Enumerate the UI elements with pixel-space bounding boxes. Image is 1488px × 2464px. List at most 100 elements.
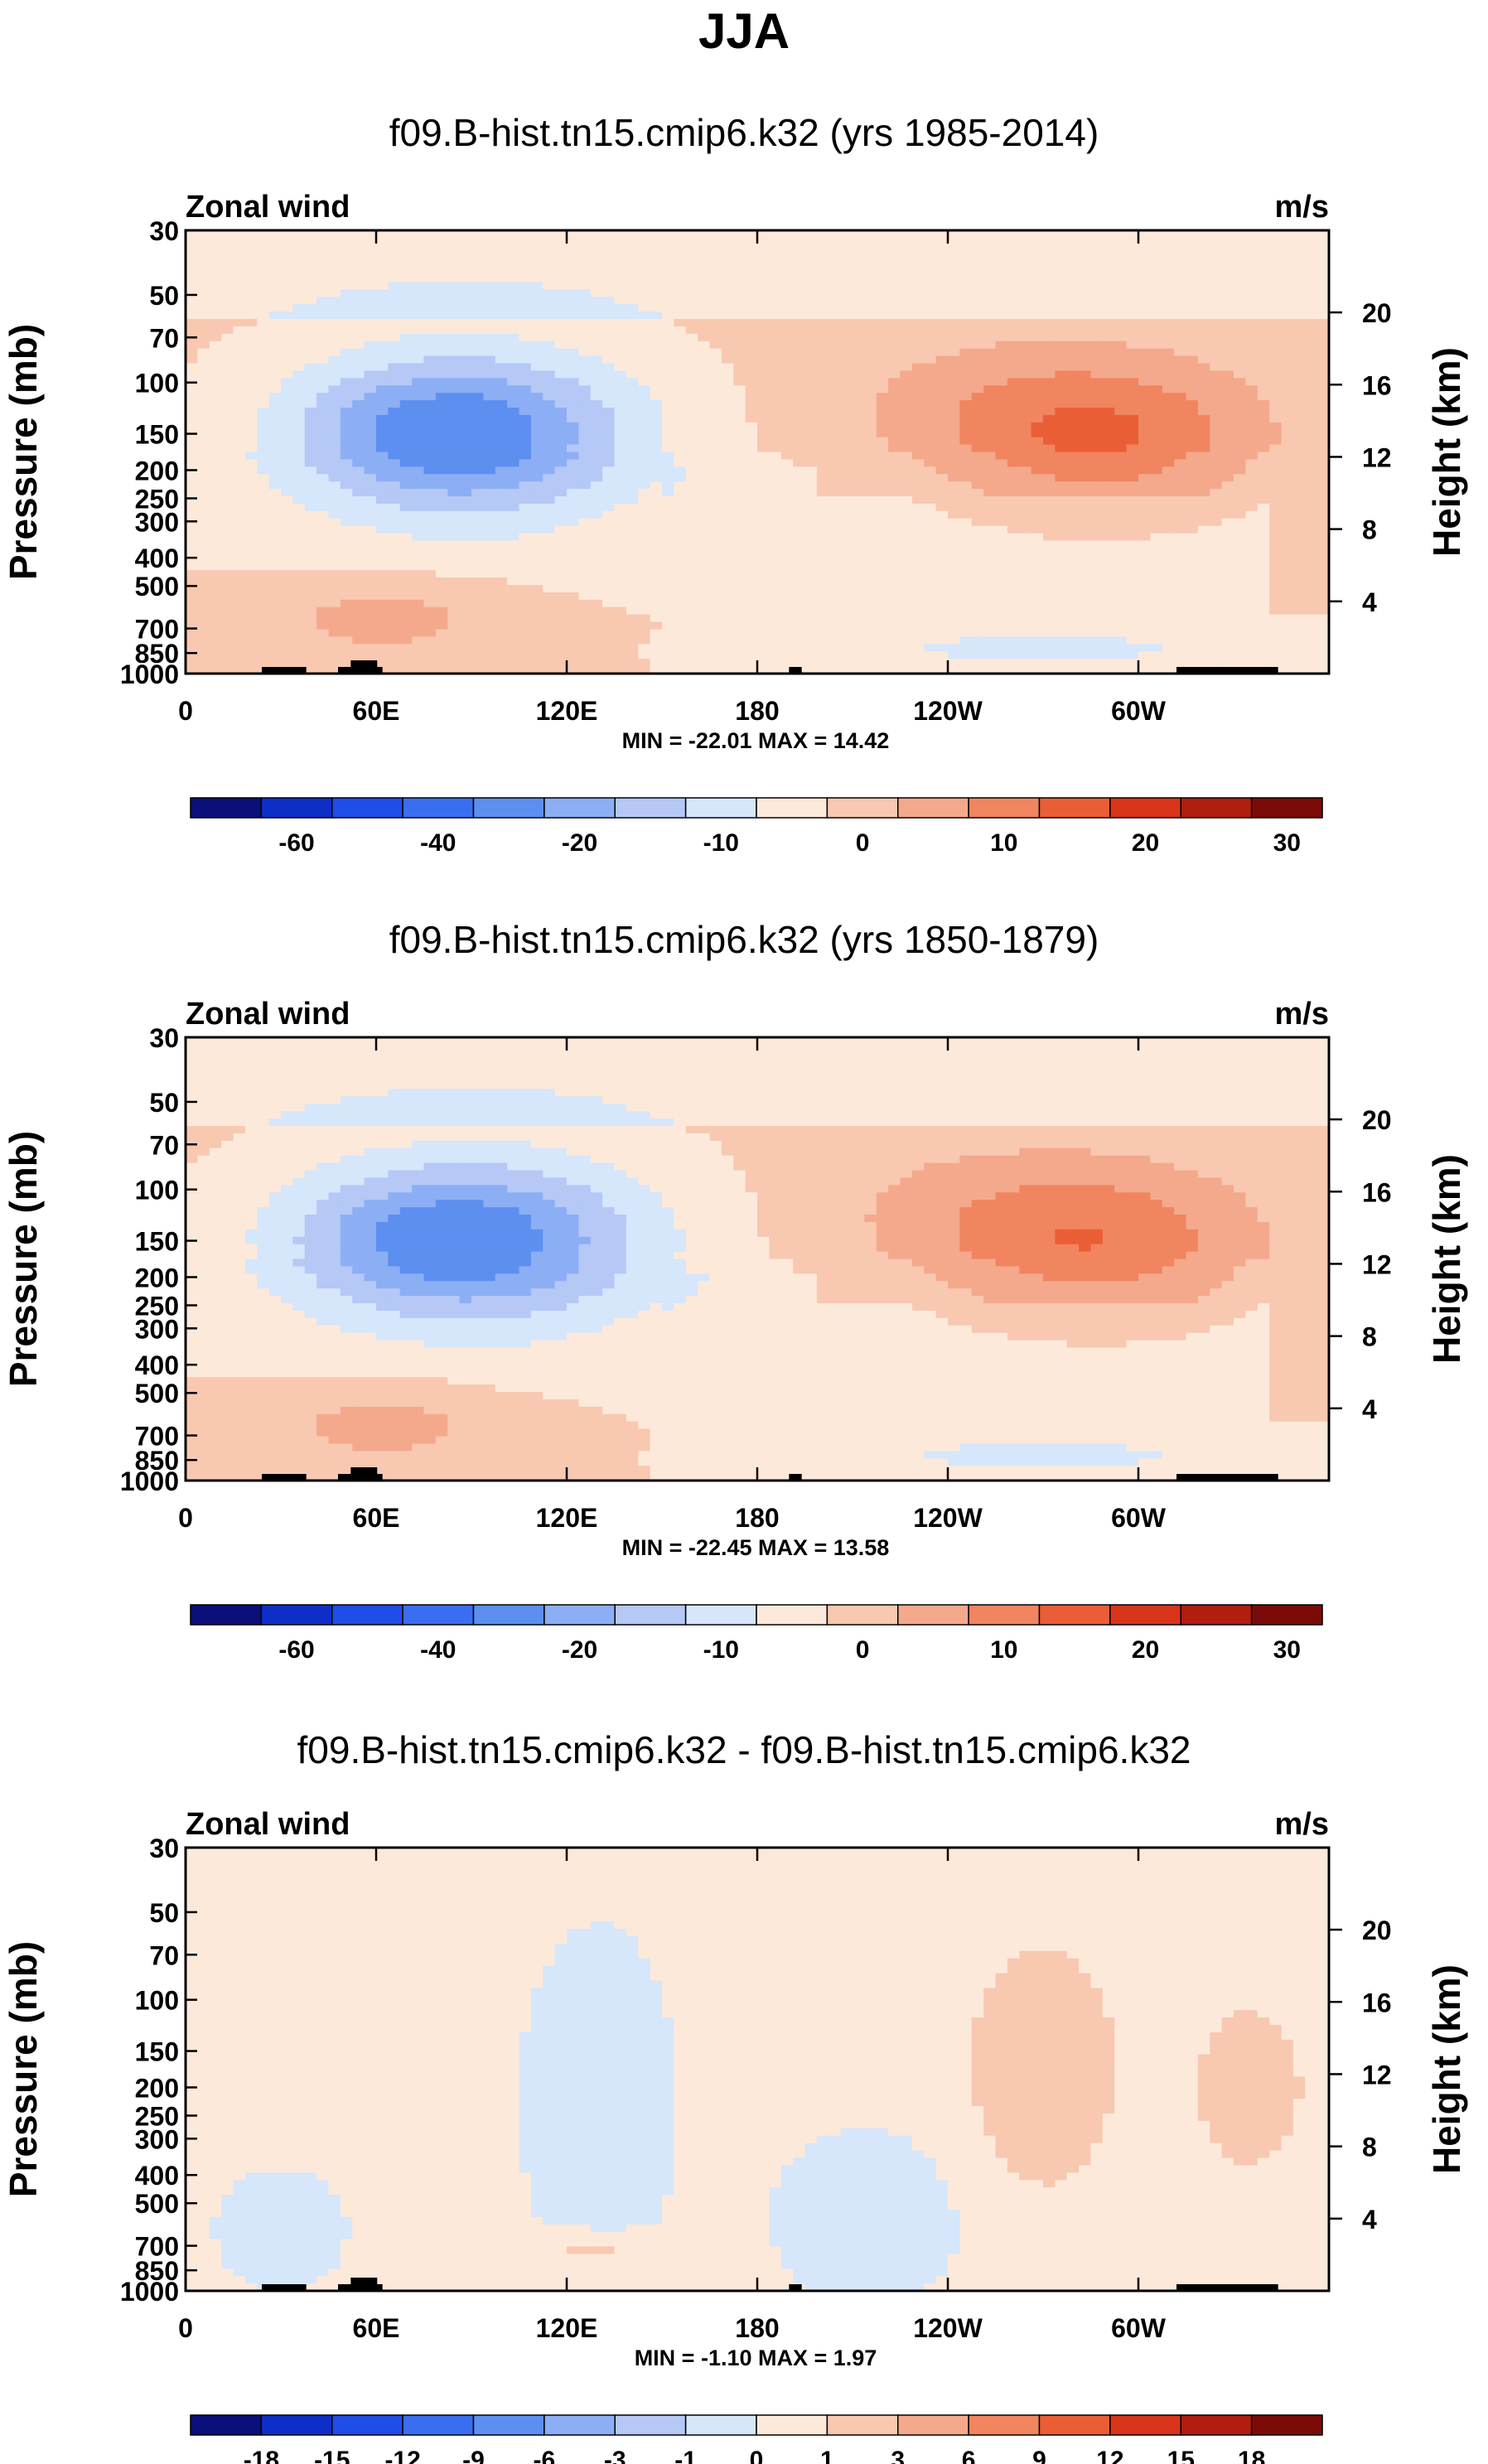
heatmap-cell xyxy=(590,363,603,372)
heatmap-cell xyxy=(638,437,651,446)
heatmap-cell xyxy=(459,393,472,401)
heatmap-cell xyxy=(614,466,627,475)
heatmap-cell xyxy=(519,636,532,645)
heatmap-cell xyxy=(328,274,341,283)
heatmap-cell xyxy=(780,533,794,542)
heatmap-cell xyxy=(793,466,806,475)
heatmap-cell xyxy=(709,481,722,490)
heatmap-cell xyxy=(281,444,293,453)
heatmap-cell xyxy=(685,585,698,593)
heatmap-cell xyxy=(340,267,353,276)
heatmap-cell xyxy=(519,466,532,475)
heatmap-cell xyxy=(1102,614,1115,623)
heatmap-cell xyxy=(340,510,353,519)
heatmap-cell xyxy=(769,614,782,623)
heatmap-cell xyxy=(983,244,997,254)
heatmap-cell xyxy=(709,437,722,446)
heatmap-cell xyxy=(638,348,651,357)
heatmap-cell xyxy=(638,614,651,623)
heatmap-cell xyxy=(507,400,520,408)
heatmap-cell xyxy=(1007,466,1020,475)
heatmap-cell xyxy=(483,355,496,365)
heatmap-cell xyxy=(626,282,639,290)
heatmap-cell xyxy=(829,370,842,379)
heatmap-cell xyxy=(1138,400,1151,408)
heatmap-cell xyxy=(971,333,984,342)
heatmap-cell xyxy=(567,621,579,630)
heatmap-cell xyxy=(352,518,365,527)
heatmap-cell xyxy=(590,533,603,542)
heatmap-cell xyxy=(626,518,639,527)
heatmap-cell xyxy=(840,282,853,290)
heatmap-cell xyxy=(471,481,484,490)
heatmap-cell xyxy=(1055,459,1068,467)
heatmap-cell xyxy=(1150,629,1163,638)
heatmap-cell xyxy=(709,570,722,578)
heatmap-cell xyxy=(459,548,472,556)
heatmap-cell xyxy=(1162,348,1175,357)
heatmap-cell xyxy=(328,341,341,350)
heatmap-cell xyxy=(1019,282,1032,290)
heatmap-cell xyxy=(948,496,960,505)
heatmap-cell xyxy=(983,400,997,408)
heatmap-cell xyxy=(233,348,246,357)
heatmap-cell xyxy=(674,452,687,461)
heatmap-cell xyxy=(543,481,556,490)
heatmap-cell xyxy=(853,297,865,305)
heatmap-cell xyxy=(1114,400,1128,408)
heatmap-cell xyxy=(911,599,925,608)
heatmap-cell xyxy=(995,444,1008,453)
heatmap-cell xyxy=(995,289,1008,297)
heatmap-cell xyxy=(316,267,330,276)
heatmap-cell xyxy=(530,444,544,453)
heatmap-cell xyxy=(507,326,520,335)
heatmap-cell xyxy=(316,540,330,549)
heatmap-cell xyxy=(507,244,520,254)
heatmap-cell xyxy=(995,518,1008,527)
heatmap-cell xyxy=(1162,606,1175,616)
heatmap-cell xyxy=(186,326,198,335)
heatmap-cell xyxy=(1138,466,1151,475)
heatmap-cell xyxy=(614,592,627,601)
heatmap-cell xyxy=(983,429,997,438)
heatmap-cell xyxy=(924,400,937,408)
heatmap-cell xyxy=(221,312,234,320)
heatmap-cell xyxy=(840,355,853,365)
heatmap-cell xyxy=(364,644,377,652)
heatmap-cell xyxy=(853,230,865,239)
heatmap-cell xyxy=(911,474,925,482)
heatmap-cell xyxy=(483,297,496,305)
heatmap-cell xyxy=(888,408,901,416)
heatmap-cell xyxy=(233,474,246,482)
heatmap-cell xyxy=(233,570,246,578)
heatmap-cell xyxy=(423,274,437,283)
heatmap-cell xyxy=(721,259,734,268)
heatmap-cell xyxy=(447,312,461,320)
heatmap-cell xyxy=(662,267,674,276)
heatmap-cell xyxy=(983,474,997,482)
heatmap-cell xyxy=(1138,614,1151,623)
heatmap-cell xyxy=(257,659,270,667)
heatmap-cell xyxy=(959,282,973,290)
heatmap-cell xyxy=(197,614,210,623)
heatmap-cell xyxy=(804,348,818,357)
heatmap-cell xyxy=(840,629,853,638)
heatmap-cell xyxy=(959,370,973,379)
heatmap-cell xyxy=(674,333,687,342)
heatmap-cell xyxy=(507,444,520,453)
heatmap-cell xyxy=(233,408,246,416)
heatmap-cell xyxy=(244,599,258,608)
heatmap-cell xyxy=(1079,437,1092,446)
heatmap-cell xyxy=(268,297,282,305)
heatmap-cell xyxy=(328,481,341,490)
heatmap-cell xyxy=(281,489,293,497)
heatmap-cell xyxy=(364,429,377,438)
heatmap-cell xyxy=(316,333,330,342)
heatmap-cell xyxy=(316,282,330,290)
heatmap-cell xyxy=(721,510,734,519)
heatmap-cell xyxy=(376,393,389,401)
heatmap-cell xyxy=(376,585,389,593)
heatmap-cell xyxy=(1031,533,1044,542)
heatmap-cell xyxy=(733,570,746,578)
heatmap-cell xyxy=(1055,370,1068,379)
